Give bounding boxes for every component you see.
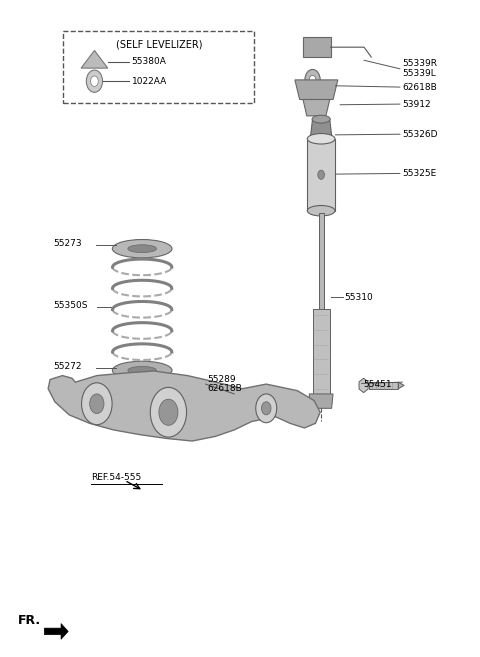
Text: 55350S: 55350S — [53, 301, 87, 310]
Circle shape — [150, 388, 187, 437]
Polygon shape — [398, 382, 404, 389]
Text: 53912: 53912 — [402, 100, 431, 108]
Text: 55339R: 55339R — [402, 59, 437, 68]
Bar — [312, 309, 330, 401]
Polygon shape — [303, 99, 330, 116]
Ellipse shape — [128, 245, 156, 252]
Text: 55380A: 55380A — [132, 57, 167, 66]
Bar — [307, 139, 335, 211]
Text: (SELF LEVELIZER): (SELF LEVELIZER) — [116, 39, 202, 49]
Text: 55326D: 55326D — [402, 129, 438, 139]
Ellipse shape — [307, 206, 335, 216]
Polygon shape — [311, 119, 332, 135]
Polygon shape — [44, 623, 68, 639]
Polygon shape — [81, 51, 108, 68]
Circle shape — [229, 387, 240, 401]
Text: 62618B: 62618B — [207, 384, 242, 393]
Circle shape — [256, 394, 277, 422]
Polygon shape — [295, 80, 338, 99]
Ellipse shape — [312, 115, 330, 123]
Text: 55310: 55310 — [344, 292, 373, 302]
Text: 55325E: 55325E — [402, 169, 436, 178]
Circle shape — [91, 76, 98, 87]
Text: 55273: 55273 — [53, 239, 82, 248]
Circle shape — [318, 170, 324, 179]
Polygon shape — [303, 37, 331, 57]
Ellipse shape — [128, 367, 156, 374]
Text: 1022AA: 1022AA — [132, 77, 167, 85]
Circle shape — [159, 399, 178, 425]
Ellipse shape — [307, 133, 335, 144]
Text: 55339L: 55339L — [402, 69, 436, 78]
Circle shape — [309, 76, 316, 85]
Ellipse shape — [112, 240, 172, 258]
Ellipse shape — [112, 361, 172, 380]
Polygon shape — [309, 394, 333, 408]
Text: 62618B: 62618B — [402, 83, 437, 91]
Polygon shape — [48, 371, 320, 441]
Text: 55289: 55289 — [207, 375, 236, 384]
Text: FR.: FR. — [18, 614, 41, 627]
Polygon shape — [359, 378, 368, 393]
Circle shape — [305, 70, 320, 91]
Circle shape — [82, 383, 112, 424]
Circle shape — [90, 394, 104, 413]
Circle shape — [262, 402, 271, 415]
Circle shape — [86, 70, 103, 93]
Text: 55272: 55272 — [53, 362, 82, 371]
Bar — [319, 214, 324, 388]
Bar — [369, 382, 398, 389]
Text: 55451: 55451 — [363, 380, 392, 388]
Bar — [63, 31, 254, 102]
Text: REF.54-555: REF.54-555 — [91, 473, 141, 482]
